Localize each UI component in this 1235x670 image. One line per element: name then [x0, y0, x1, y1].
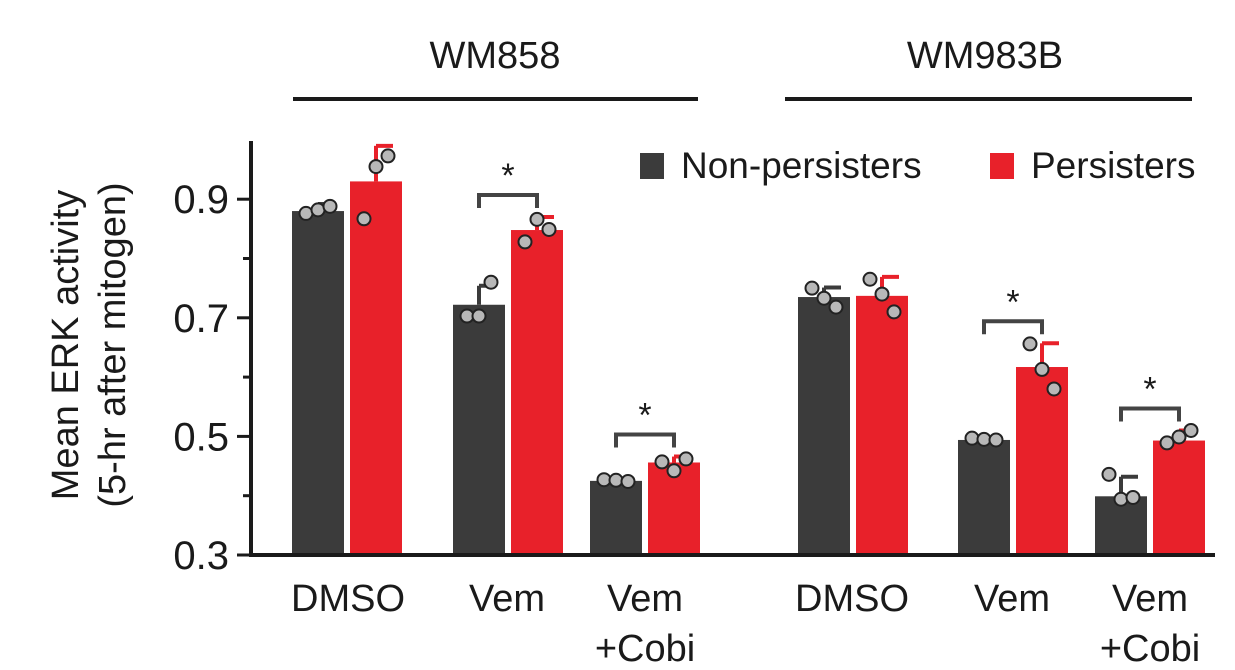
significance-bracket: [614, 432, 676, 448]
data-point-nonpersisters: [804, 280, 820, 296]
data-point-persisters: [862, 271, 878, 287]
bar-nonpersisters: [453, 304, 505, 555]
bar-nonpersisters: [590, 480, 642, 555]
data-point-persisters: [517, 234, 533, 250]
significance-marker: *: [638, 397, 651, 435]
data-point-persisters: [1171, 429, 1187, 445]
data-point-nonpersisters: [988, 432, 1004, 448]
data-point-persisters: [368, 159, 384, 175]
group-label-wm858: WM858: [430, 35, 561, 77]
category-label: Vem: [469, 578, 545, 620]
category-label-line2: +Cobi: [1100, 628, 1200, 670]
data-point-persisters: [1046, 381, 1062, 397]
category-label-line2: +Cobi: [595, 628, 695, 670]
data-point-nonpersisters: [298, 205, 314, 221]
plot-area: * * * *: [249, 143, 1215, 557]
category-label: Vem: [974, 578, 1050, 620]
data-point-persisters: [356, 211, 372, 227]
significance-bracket: [982, 319, 1044, 335]
significance-marker: *: [1006, 283, 1019, 321]
significance-marker: *: [1143, 370, 1156, 408]
group-label-wm983b: WM983B: [907, 35, 1063, 77]
data-point-persisters: [886, 304, 902, 320]
group-bar-wm858: [293, 97, 698, 101]
y-tick-label: 0.9: [173, 178, 229, 222]
data-point-persisters: [678, 451, 694, 467]
data-point-persisters: [874, 286, 890, 302]
data-point-nonpersisters: [828, 299, 844, 315]
data-point-persisters: [1034, 361, 1050, 377]
data-point-nonpersisters: [310, 202, 326, 218]
legend: Non-persisters Persisters: [640, 145, 1195, 186]
y-tick-label: 0.7: [173, 297, 229, 341]
category-label: DMSO: [291, 578, 405, 620]
bar-persisters: [1016, 367, 1068, 555]
y-axis-title-line2: (5-hr after mitogen): [92, 182, 134, 507]
category-label: DMSO: [795, 578, 909, 620]
data-point-nonpersisters: [322, 198, 338, 214]
data-point-nonpersisters: [1113, 491, 1129, 507]
significance-bracket: [477, 192, 539, 208]
group-bar-wm983b: [785, 97, 1192, 101]
legend-swatch-nonpersisters: [640, 153, 664, 179]
data-point-nonpersisters: [816, 290, 832, 306]
y-axis: 0.3 0.5 0.7 0.9: [173, 141, 253, 578]
data-point-nonpersisters: [964, 430, 980, 446]
bar-persisters: [511, 230, 563, 555]
data-point-persisters: [1022, 336, 1038, 352]
data-point-persisters: [1183, 422, 1199, 438]
significance-marker: *: [501, 157, 514, 195]
data-point-persisters: [654, 454, 670, 470]
bar-persisters: [856, 295, 908, 555]
legend-label-nonpersisters: Non-persisters: [681, 145, 922, 186]
category-label: Vem: [1112, 578, 1188, 620]
legend-label-persisters: Persisters: [1031, 145, 1195, 186]
data-point-persisters: [380, 148, 396, 164]
data-point-nonpersisters: [620, 473, 636, 489]
y-axis-title: Mean ERK activity (5-hr after mitogen): [45, 182, 134, 507]
category-label: Vem: [607, 578, 683, 620]
data-point-nonpersisters: [483, 274, 499, 290]
bar-nonpersisters: [958, 439, 1010, 555]
y-tick-label: 0.3: [173, 534, 229, 578]
bar-persisters: [1153, 440, 1205, 555]
bar-nonpersisters: [292, 211, 344, 555]
significance-bracket: [1119, 406, 1181, 422]
data-point-persisters: [529, 211, 545, 227]
bar-nonpersisters: [798, 297, 850, 555]
data-point-nonpersisters: [1125, 489, 1141, 505]
data-point-persisters: [1159, 435, 1175, 451]
data-point-persisters: [541, 221, 557, 237]
legend-swatch-persisters: [990, 153, 1014, 179]
bar-persisters: [350, 181, 402, 555]
data-point-persisters: [666, 463, 682, 479]
data-point-nonpersisters: [608, 472, 624, 488]
data-point-nonpersisters: [1101, 466, 1117, 482]
category-labels: DMSO Vem Vem +Cobi DMSO Vem Vem +Cobi: [291, 578, 1200, 670]
y-ticks: 0.3 0.5 0.7 0.9: [173, 178, 251, 578]
data-point-nonpersisters: [471, 308, 487, 324]
y-axis-title-line1: Mean ERK activity: [45, 190, 87, 500]
y-tick-label: 0.5: [173, 415, 229, 459]
